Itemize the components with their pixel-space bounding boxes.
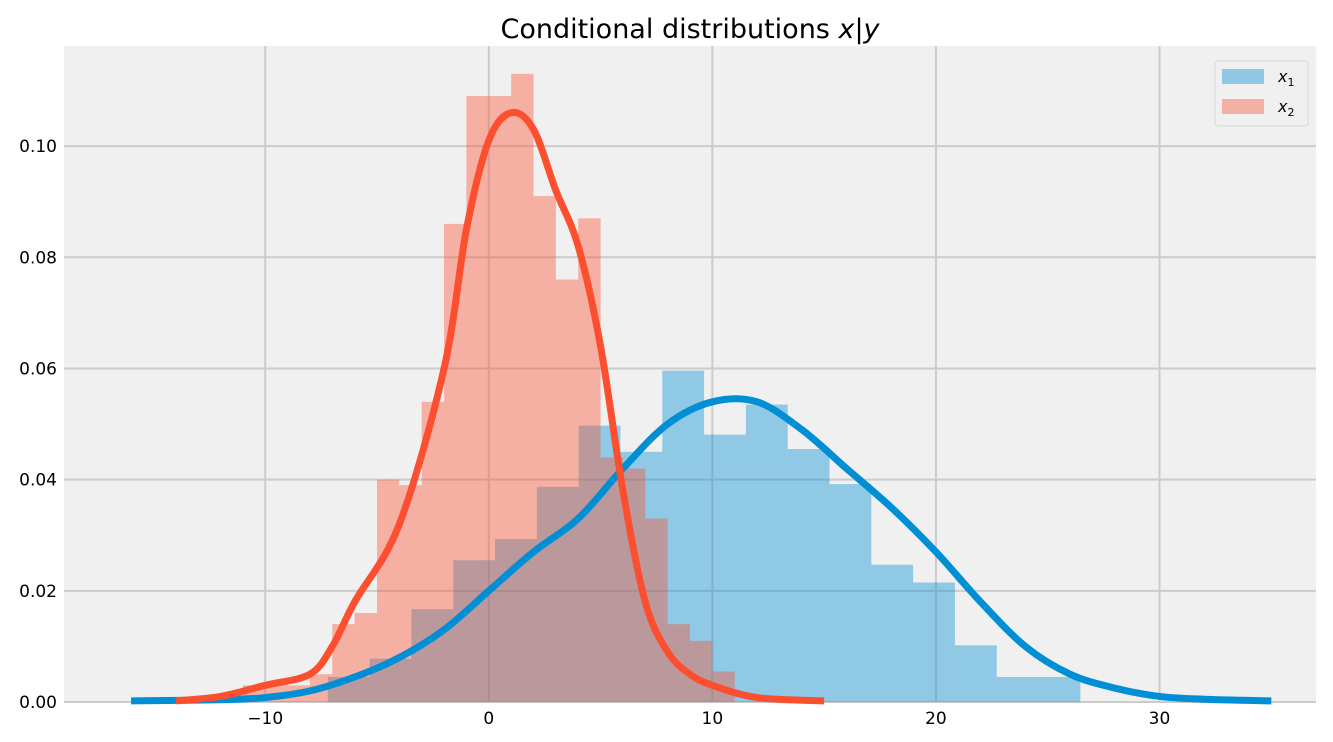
- bar-x1-17: [1038, 676, 1081, 702]
- x-tick-label-2: 10: [702, 709, 724, 729]
- histogram-x1: [327, 370, 1081, 702]
- bar-x2-8: [421, 401, 445, 702]
- bar-x2-15: [578, 218, 601, 702]
- kde-lines: [131, 108, 1272, 705]
- bar-x1-13: [871, 564, 914, 702]
- bar-x2-13: [533, 196, 556, 703]
- chart-title: Conditional distributions x|y: [500, 14, 880, 45]
- bar-x2-10: [466, 96, 489, 703]
- bar-x1-12: [829, 484, 872, 702]
- legend-swatch-x1: [1222, 69, 1264, 84]
- legend-swatch-x2: [1222, 99, 1264, 114]
- tick-labels: −10 0 10 20 30 0.00 0.02 0.04 0.06 0.08 0.10: [19, 137, 1170, 729]
- bar-x1-14: [913, 582, 955, 702]
- bar-x1-10: [745, 404, 788, 702]
- grid: [64, 46, 1316, 703]
- y-tick-label-3: 0.06: [19, 359, 57, 379]
- bar-x1-15: [954, 645, 997, 702]
- bar-x1-3: [453, 560, 496, 702]
- bar-x1-11: [787, 449, 830, 702]
- kde-line-x1: [131, 395, 1272, 705]
- plot-background: [64, 46, 1316, 702]
- legend-label-x1: x1: [1277, 67, 1294, 89]
- bar-x2-5: [354, 613, 377, 702]
- bar-x2-12: [511, 73, 534, 702]
- y-tick-label-2: 0.04: [19, 471, 57, 491]
- bar-x2-20: [690, 640, 713, 702]
- bar-x2-11: [488, 96, 512, 703]
- y-tick-label-5: 0.10: [19, 137, 57, 157]
- x-tick-label-0: −10: [247, 709, 283, 729]
- y-tick-label-1: 0.02: [19, 582, 57, 602]
- bar-x1-9: [704, 434, 746, 702]
- kde-line-x2: [175, 108, 825, 705]
- bar-x1-6: [578, 425, 621, 702]
- y-tick-label-0: 0.00: [19, 693, 57, 713]
- bar-x2-18: [645, 518, 668, 702]
- x-tick-label-4: 30: [1149, 709, 1171, 729]
- legend: x1 x2: [1214, 60, 1309, 127]
- x-tick-label-3: 20: [925, 709, 947, 729]
- legend-label-x2: x2: [1277, 97, 1294, 119]
- bar-x2-14: [555, 279, 579, 702]
- bar-x1-16: [996, 676, 1039, 702]
- x-tick-label-1: 0: [483, 709, 494, 729]
- y-tick-label-4: 0.08: [19, 248, 57, 268]
- bar-x2-16: [600, 457, 623, 702]
